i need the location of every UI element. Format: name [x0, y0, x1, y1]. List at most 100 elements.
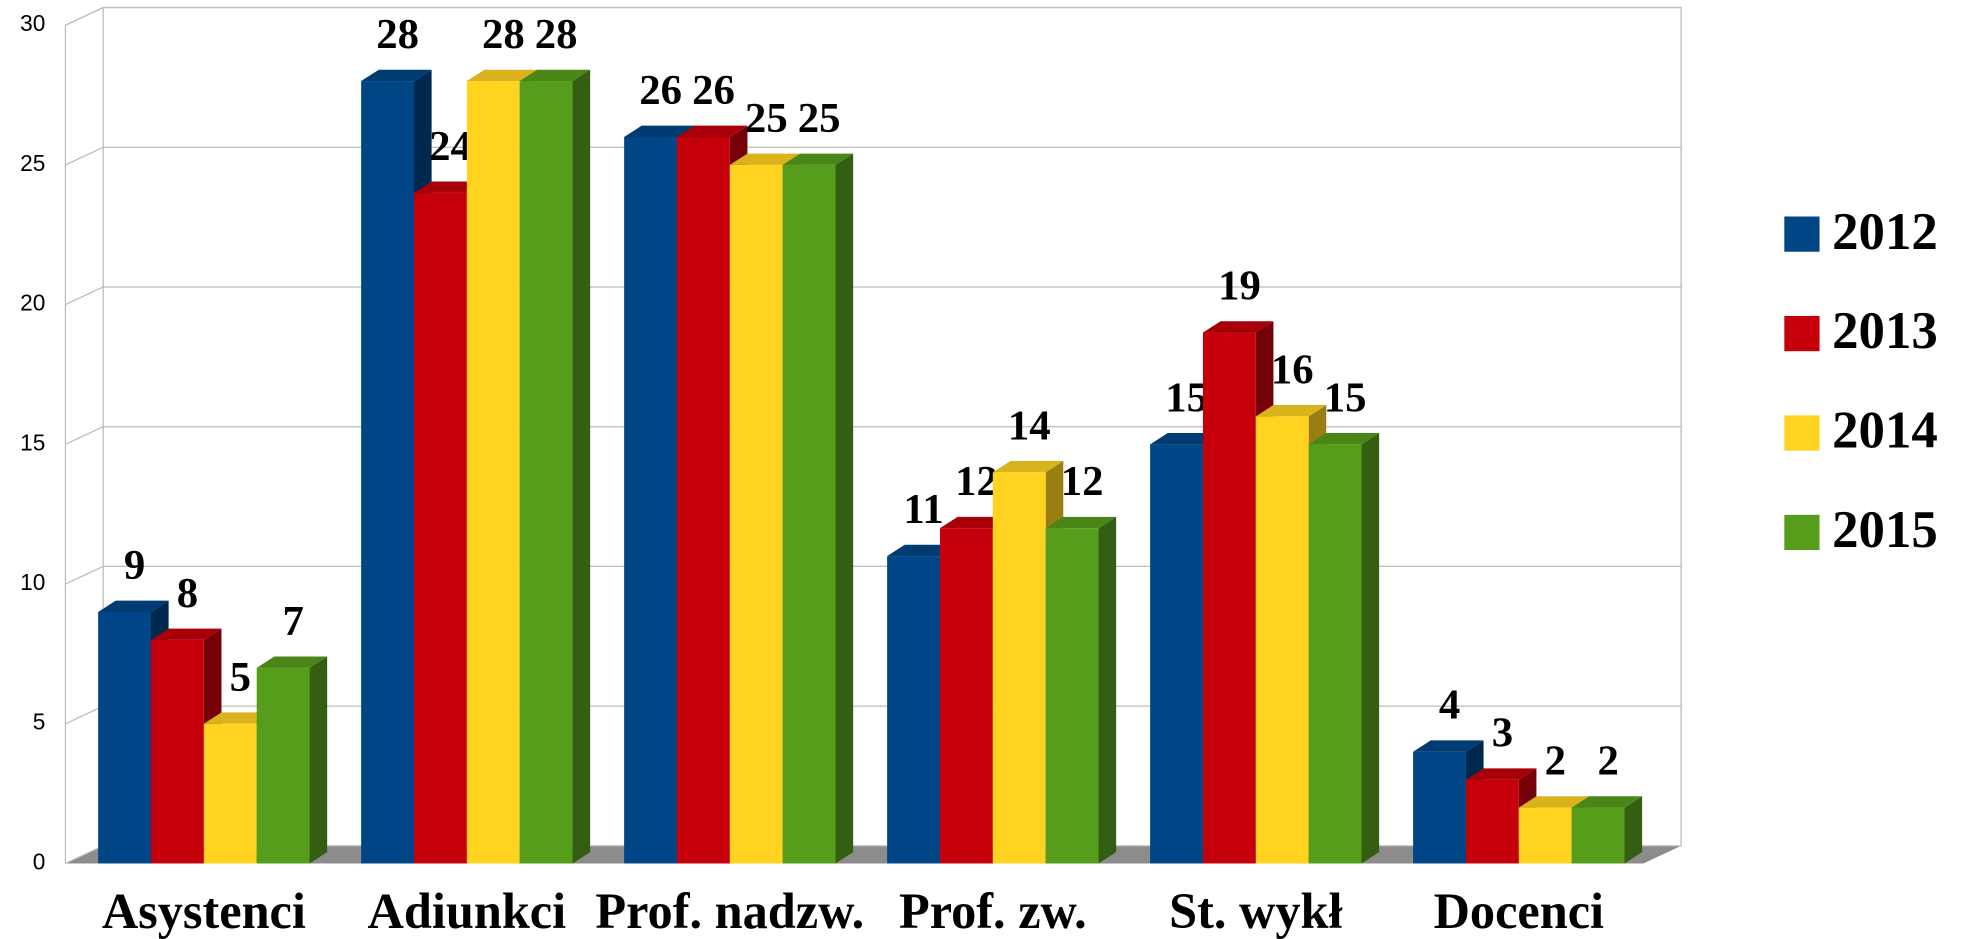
bar-top — [676, 125, 748, 137]
bar — [413, 192, 467, 864]
legend-swatch — [1784, 315, 1820, 352]
bar-top — [256, 656, 328, 668]
legend-label: 2013 — [1832, 302, 1938, 360]
x-tick-label: Prof. zw. — [899, 883, 1087, 939]
legend-swatch — [1784, 514, 1820, 551]
value-label: 14 — [1008, 402, 1051, 449]
bar — [203, 723, 257, 864]
value-label: 5 — [230, 654, 251, 701]
bar — [1308, 444, 1362, 864]
y-tick-label: 15 — [20, 429, 45, 455]
value-label: 26 — [692, 67, 735, 114]
grid-line-side — [65, 565, 104, 585]
bar-top — [151, 628, 222, 640]
bar-top — [729, 153, 801, 165]
x-tick-label: Asystenci — [102, 883, 306, 939]
bar-side — [309, 656, 328, 864]
value-label: 25 — [745, 95, 788, 142]
y-tick-label: 20 — [20, 290, 45, 316]
value-label: 28 — [376, 11, 419, 58]
value-label: 15 — [1165, 374, 1208, 421]
bar-top — [466, 69, 538, 82]
bar — [1150, 444, 1203, 864]
value-label: 26 — [639, 67, 682, 114]
bar-top — [1465, 768, 1537, 780]
legend-label: 2015 — [1832, 501, 1938, 559]
bar-top — [98, 600, 169, 612]
value-label: 25 — [798, 95, 841, 142]
bar — [361, 81, 414, 864]
value-label: 7 — [282, 598, 303, 645]
bar — [1465, 779, 1519, 864]
bar — [98, 611, 151, 864]
value-label: 9 — [124, 542, 145, 589]
bar-side — [835, 153, 854, 864]
side-wall-edge — [65, 845, 104, 865]
value-label: 28 — [482, 11, 525, 58]
bar-top — [1255, 405, 1327, 417]
value-label: 11 — [903, 486, 943, 533]
bar — [1413, 751, 1466, 864]
bar — [1255, 416, 1309, 864]
bar — [1518, 807, 1572, 864]
value-label: 2 — [1597, 738, 1618, 785]
grid-line-side — [65, 6, 104, 26]
bar-top — [939, 516, 1011, 529]
value-label: 15 — [1324, 374, 1367, 421]
legend-swatch — [1784, 415, 1820, 451]
value-label: 24 — [429, 123, 472, 170]
bar — [992, 472, 1046, 864]
bar-top — [992, 460, 1064, 473]
bar — [1045, 528, 1099, 864]
bar-top — [1518, 796, 1590, 808]
y-tick-label: 5 — [33, 709, 46, 735]
legend-swatch — [1784, 216, 1820, 252]
grid-line-side — [65, 426, 104, 445]
grid-line-side — [65, 705, 104, 725]
value-label: 3 — [1492, 710, 1513, 757]
grid-line-side — [65, 146, 104, 166]
bar-side — [1361, 432, 1380, 864]
bar-side — [572, 69, 591, 864]
legend-label: 2012 — [1832, 203, 1938, 261]
bar-top — [1202, 321, 1274, 333]
bar-side — [1624, 796, 1643, 864]
bar — [676, 136, 730, 864]
value-label: 16 — [1271, 346, 1314, 393]
value-label: 19 — [1218, 263, 1261, 310]
bar — [151, 639, 204, 864]
bar-top — [1045, 516, 1117, 529]
bar-top — [1308, 432, 1380, 445]
bar — [256, 667, 310, 864]
bar-side — [1098, 516, 1117, 864]
x-tick-label: Adiunkci — [368, 883, 567, 939]
bar — [939, 528, 993, 864]
bar-top — [361, 69, 432, 82]
value-label: 2 — [1545, 738, 1566, 785]
bar — [729, 164, 783, 864]
bar — [1202, 332, 1256, 864]
bar-top — [519, 69, 591, 82]
bar — [887, 556, 940, 864]
y-tick-label: 30 — [20, 10, 45, 36]
bar — [466, 81, 520, 864]
y-tick-label: 10 — [20, 569, 45, 595]
bar-top — [624, 125, 695, 137]
x-tick-label: Docenci — [1434, 883, 1604, 939]
x-tick-label: St. wykł — [1169, 883, 1342, 939]
bar — [519, 81, 573, 864]
bar-top — [1413, 740, 1484, 752]
legend-label: 2014 — [1832, 402, 1938, 460]
bar-top — [782, 153, 854, 165]
value-label: 8 — [177, 570, 198, 617]
value-label: 12 — [955, 458, 998, 505]
grid-line-side — [65, 286, 104, 306]
y-tick-label: 0 — [33, 848, 46, 874]
value-label: 28 — [535, 11, 578, 58]
y-tick-label: 25 — [20, 150, 45, 176]
bar — [782, 164, 836, 864]
bar — [624, 136, 677, 864]
bar-top — [1571, 796, 1643, 808]
value-label: 4 — [1439, 682, 1460, 729]
